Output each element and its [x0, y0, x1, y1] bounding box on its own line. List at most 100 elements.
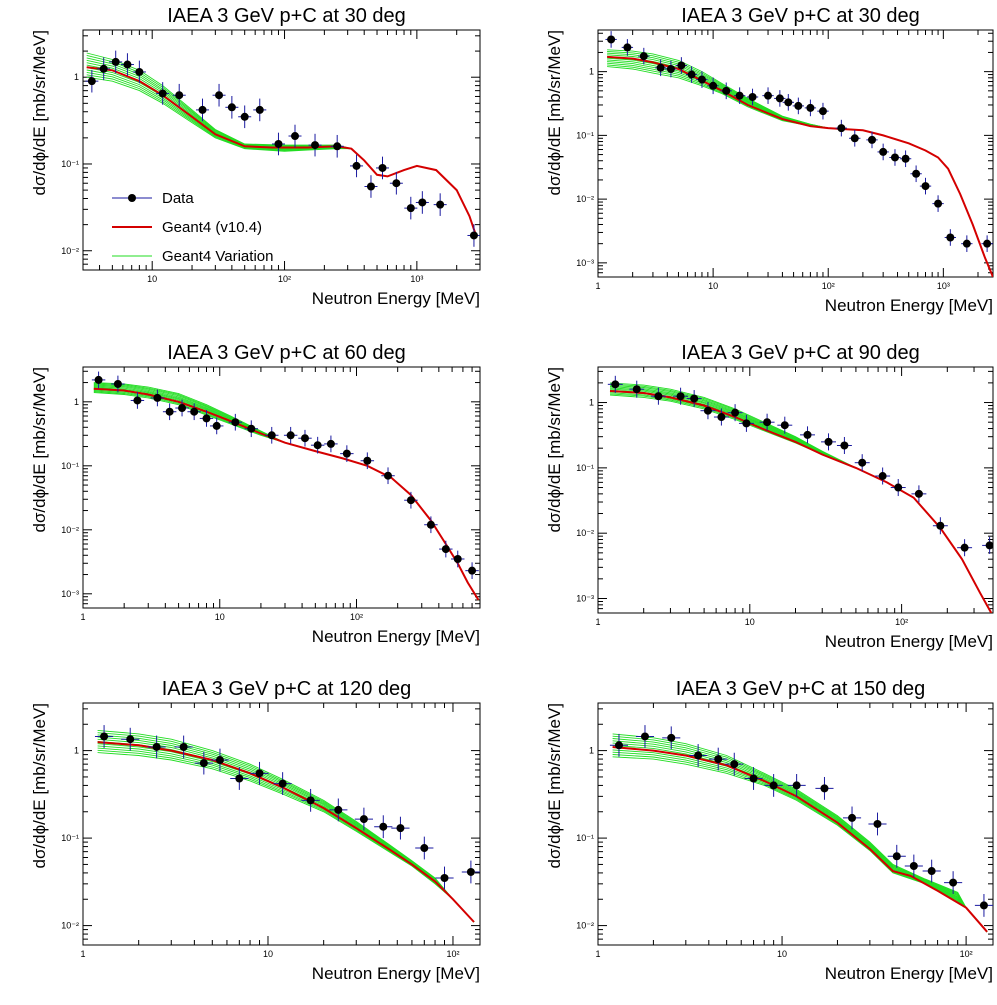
data-point — [983, 239, 992, 248]
panel-4: IAEA 3 GeV p+C at 90 deg 1 10 10² 10⁻³ 10⁻² 10… — [545, 342, 994, 651]
panel-title: IAEA 3 GeV p+C at 150 deg — [676, 678, 926, 700]
data-point — [794, 101, 803, 110]
data-point — [979, 901, 988, 910]
panel-2: IAEA 3 GeV p+C at 30 deg 1 10 10² 10³ 10⁻³ 10⁻… — [545, 5, 994, 315]
legend: Data Geant4 (v10.4) Geant4 Variation — [112, 190, 273, 265]
data-point — [909, 861, 918, 870]
data-point — [735, 91, 744, 100]
data-point — [247, 424, 256, 433]
data-point — [255, 769, 264, 778]
data-point — [667, 733, 676, 742]
y-tick-label: 10⁻¹ — [576, 130, 594, 140]
x-axis-title: Neutron Energy [MeV] — [312, 964, 480, 983]
data-point — [879, 147, 888, 156]
data-point — [654, 392, 663, 401]
y-axis-title: dσ/dϕ/dE [mb/sr/MeV] — [545, 367, 564, 533]
data-point — [87, 77, 96, 86]
data-point — [792, 781, 801, 790]
data-point — [921, 182, 930, 191]
data-point — [614, 741, 623, 750]
y-tick-label: 10⁻¹ — [576, 463, 594, 473]
data-point — [113, 379, 122, 388]
data-point — [133, 396, 142, 405]
y-tick-label: 10⁻³ — [576, 594, 594, 604]
legend-data-marker — [128, 194, 136, 202]
data-point — [666, 64, 675, 73]
data-point — [748, 93, 757, 102]
data-point — [837, 124, 846, 133]
data-point — [894, 483, 903, 492]
data-point — [267, 431, 276, 440]
data-point — [764, 91, 773, 100]
y-tick-label: 10⁻² — [61, 246, 79, 256]
x-tick-label: 1 — [595, 617, 600, 627]
y-tick-label: 10⁻² — [61, 525, 79, 535]
data-point — [334, 805, 343, 814]
y-tick-label: 10⁻² — [576, 194, 594, 204]
y-axis-title: dσ/dϕ/dE [mb/sr/MeV] — [30, 30, 49, 196]
data-point — [202, 414, 211, 423]
legend-geant4-label: Geant4 (v10.4) — [162, 219, 262, 236]
data-point — [420, 844, 429, 853]
panel-title: IAEA 3 GeV p+C at 60 deg — [167, 342, 406, 364]
data-point — [714, 755, 723, 764]
geant4-curve — [86, 66, 477, 236]
data-point — [878, 472, 887, 481]
data-point — [291, 132, 300, 141]
data-point — [690, 394, 699, 403]
plot-area — [607, 375, 993, 613]
data-point — [818, 107, 827, 116]
data-point — [934, 199, 943, 208]
data-point — [694, 751, 703, 760]
y-tick-label: 10⁻¹ — [61, 461, 79, 471]
data-point — [111, 57, 120, 66]
data-point — [749, 774, 758, 783]
data-point — [927, 867, 936, 876]
y-tick-label: 10⁻¹ — [576, 833, 594, 843]
data-point — [441, 545, 450, 554]
data-point — [175, 91, 184, 100]
x-tick-label: 10 — [777, 949, 787, 959]
data-point — [850, 134, 859, 143]
data-point — [326, 439, 335, 448]
data-point — [892, 852, 901, 861]
data-point — [687, 70, 696, 79]
data-point — [469, 231, 478, 240]
data-point — [769, 781, 778, 790]
data-point — [468, 566, 477, 575]
x-tick-label: 10 — [147, 274, 157, 284]
data-point — [676, 392, 685, 401]
data-point — [212, 421, 221, 430]
panel-title: IAEA 3 GeV p+C at 90 deg — [681, 342, 920, 364]
x-axis-title: Neutron Energy [MeV] — [825, 632, 993, 651]
plot-frame — [82, 366, 481, 609]
plot-frame — [597, 366, 994, 614]
data-point — [858, 458, 867, 467]
data-point — [697, 75, 706, 84]
legend-variation-label: Geant4 Variation — [162, 248, 273, 265]
data-point — [453, 554, 462, 563]
data-point — [763, 418, 772, 427]
y-tick-label: 10⁻¹ — [61, 159, 79, 169]
data-point — [949, 878, 958, 887]
y-axis-title: dσ/dϕ/dE [mb/sr/MeV] — [545, 703, 564, 869]
data-point — [99, 64, 108, 73]
panel-5: IAEA 3 GeV p+C at 120 deg 1 10 10² 10⁻² 10⁻¹ 1… — [30, 678, 481, 983]
panel-6: IAEA 3 GeV p+C at 150 deg 1 10 10² 10⁻² 10⁻¹ 1… — [545, 678, 994, 983]
x-tick-label: 10 — [708, 281, 718, 291]
plot-area — [609, 725, 993, 933]
panel-title: IAEA 3 GeV p+C at 120 deg — [162, 678, 412, 700]
panel-title: IAEA 3 GeV p+C at 30 deg — [167, 5, 406, 27]
data-point — [278, 779, 287, 788]
data-point — [639, 52, 648, 61]
data-point — [962, 239, 971, 248]
data-point — [153, 393, 162, 402]
data-point — [306, 796, 315, 805]
data-point — [803, 430, 812, 439]
data-point — [440, 873, 449, 882]
variation-line — [612, 742, 988, 933]
x-axis-title: Neutron Energy [MeV] — [825, 296, 993, 315]
data-point — [806, 103, 815, 112]
variation-line — [612, 756, 988, 933]
